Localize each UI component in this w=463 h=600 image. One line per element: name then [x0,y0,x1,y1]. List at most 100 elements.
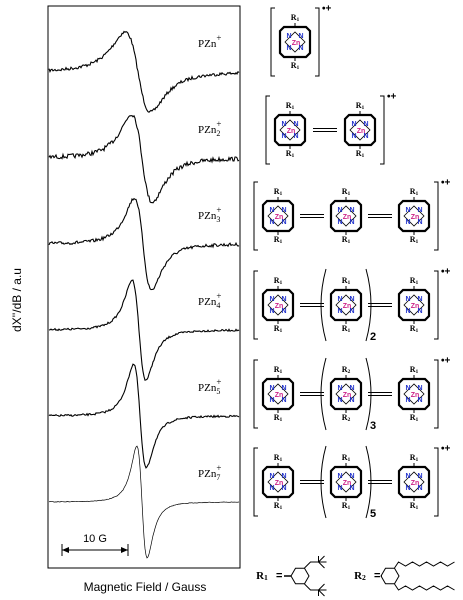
nitrogen-label: N [269,207,274,214]
bracket [434,359,439,429]
trace-label: PZn4+ [198,291,221,310]
trace-label: PZn7+ [198,463,221,482]
substituent-label: R1 [286,101,295,111]
porphyrin-inner [267,205,289,227]
nitrogen-label: N [293,133,298,140]
legend-sign: = [374,570,380,582]
nitrogen-label: N [417,385,422,392]
nitrogen-label: N [337,207,342,214]
bracket [253,447,258,517]
porphyrin: N NN NZn [278,23,312,61]
nitrogen-label: N [337,308,342,315]
nitrogen-label: N [269,485,274,492]
substituent-label: R1 [274,453,283,463]
porphyrin-inner [267,383,289,405]
bracket [270,7,275,77]
parenthesis [365,357,372,431]
porphyrin: N NN NZn [273,111,307,149]
nitrogen-label: N [363,133,368,140]
substituent-label: R1 [410,187,419,197]
porphyrin: N NN NZn [261,463,295,501]
parenthesis [365,445,372,519]
charge-label: •+ [441,444,451,455]
metal-label: Zn [275,214,284,221]
nitrogen-label: N [417,296,422,303]
nitrogen-label: N [417,308,422,315]
porphyrin: N NN NZn [397,463,431,501]
porphyrin: N NN NZn [329,197,363,235]
porphyrin-ring [261,199,295,233]
metal-label: Zn [411,392,420,399]
porphyrin-ring [278,25,312,59]
substituent-label: R1 [410,453,419,463]
epr-trace [48,30,240,113]
porphyrin-inner [335,205,357,227]
porphyrin-ring [329,377,363,411]
nitrogen-label: N [405,485,410,492]
substituent-label: R1 [410,501,419,511]
porphyrin-ring [329,288,363,322]
substituent-label: R1 [291,61,300,71]
substituent-label: R1 [274,501,283,511]
porphyrin-ring [343,113,377,147]
porphyrin: N NN NZn [261,197,295,235]
bracket [253,359,258,429]
nitrogen-label: N [337,296,342,303]
nitrogen-label: N [337,219,342,226]
scale-arrows [62,547,128,553]
substituent-label: R1 [410,235,419,245]
nitrogen-label: N [281,485,286,492]
porphyrin-inner [284,31,306,53]
porphyrin-inner [403,294,425,316]
nitrogen-label: N [269,397,274,404]
nitrogen-label: N [405,219,410,226]
substituent-label: R1 [342,453,351,463]
nitrogen-label: N [349,385,354,392]
metal-label: Zn [343,480,352,487]
parenthesis [320,445,327,519]
substituent-label: R1 [274,235,283,245]
metal-label: Zn [292,40,301,47]
nitrogen-label: N [405,308,410,315]
charge-label: •+ [387,92,397,103]
substituent-label: R1 [342,276,351,286]
tbu-chain [304,555,327,569]
nitrogen-label: N [298,33,303,40]
phenyl [380,567,400,585]
metal-label: Zn [287,128,296,135]
nitrogen-label: N [337,385,342,392]
metal-label: Zn [357,128,366,135]
nitrogen-label: N [281,133,286,140]
nitrogen-label: N [286,45,291,52]
epr-trace [48,445,240,559]
porphyrin: N NN NZn [397,286,431,324]
nitrogen-label: N [349,219,354,226]
porphyrin-ring [261,465,295,499]
nitrogen-label: N [269,385,274,392]
nitrogen-label: N [298,45,303,52]
nitrogen-label: N [337,485,342,492]
substituent-label: R1 [410,324,419,334]
epr-trace [48,279,240,381]
charge-label: •+ [441,267,451,278]
charge-label: •+ [441,178,451,189]
porphyrin-ring [261,288,295,322]
metal-label: Zn [411,303,420,310]
nitrogen-label: N [269,308,274,315]
bracket [315,7,320,77]
bracket [253,270,258,340]
epr-trace [48,114,240,204]
parenthesis [365,268,372,342]
phenyl [290,567,310,585]
metal-label: Zn [275,303,284,310]
substituent-label: R1 [274,413,283,423]
nitrogen-label: N [337,397,342,404]
porphyrin: N NN NZn [397,197,431,235]
porphyrin-ring [397,377,431,411]
scale-bar: 10 G [61,533,129,556]
substituent-label: R1 [342,235,351,245]
nitrogen-label: N [417,485,422,492]
bracket [434,270,439,340]
nitrogen-label: N [349,308,354,315]
nitrogen-label: N [417,473,422,480]
